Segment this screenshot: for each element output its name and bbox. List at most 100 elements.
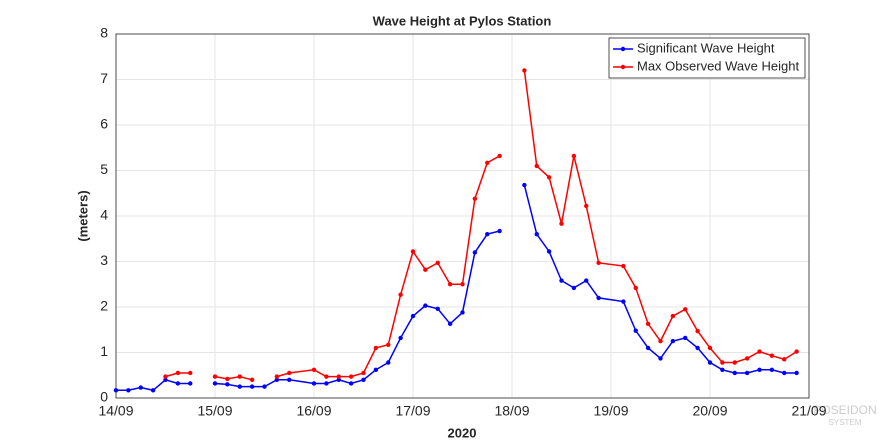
series-line [165,70,798,381]
data-point [621,263,626,269]
data-point [621,299,626,304]
data-point [472,196,478,201]
data-point [249,377,255,382]
data-point [744,370,750,376]
data-point [188,370,193,376]
data-point [683,307,688,312]
data-point [645,345,651,351]
data-point [794,349,799,354]
data-point [757,367,762,372]
data-point [126,388,131,393]
data-point [163,377,168,382]
data-point [163,374,168,379]
data-point [287,377,292,382]
data-point [782,370,787,376]
data-point [150,388,156,393]
data-point [584,203,589,209]
data-point [237,384,242,389]
data-point [584,278,589,283]
data-point [311,381,317,386]
data-point [447,321,453,327]
y-tick-label: 7 [100,70,108,86]
data-point [188,381,193,386]
x-tick-label: 20/09 [692,403,727,419]
data-point [274,377,280,382]
data-point [782,357,787,362]
data-point [398,335,403,341]
data-point [361,370,366,376]
data-point [460,310,465,315]
data-point [497,153,502,159]
x-tick-label: 17/09 [395,403,430,419]
data-point [113,388,119,393]
data-point [175,370,181,376]
plot-frame [115,33,810,399]
legend-label: Significant Wave Height [637,40,775,55]
data-point [311,367,317,372]
data-point [559,221,564,226]
data-point [410,249,416,254]
data-point [769,353,775,358]
data-point [546,249,552,254]
data-point [398,292,403,297]
data-point [732,360,737,365]
data-point [522,68,527,73]
chart-title: Wave Height at Pylos Station [373,13,552,28]
x-tick-label: 19/09 [593,403,628,419]
data-point [249,384,255,389]
data-point [336,374,341,379]
data-point [348,374,354,379]
data-point [274,374,280,379]
data-point [324,381,329,386]
data-point [237,374,242,379]
legend-box [608,37,806,79]
data-point [571,153,577,159]
watermark: SYSTEM [829,418,862,427]
y-tick-label: 3 [100,252,108,268]
legend-marker [620,64,626,70]
data-point [546,175,552,180]
data-point [225,382,230,387]
data-point [138,385,143,390]
data-point [497,228,502,234]
data-point [485,160,490,165]
y-axis-label: (meters) [75,190,90,241]
x-axis-label: 2020 [448,425,477,440]
y-tick-label: 1 [100,343,108,359]
y-tick-label: 8 [100,25,108,41]
data-point [559,278,564,283]
data-point [658,356,663,361]
x-tick-label: 15/09 [197,403,232,419]
y-tick-label: 2 [100,298,108,314]
data-point [225,376,230,382]
data-point [212,374,218,379]
x-tick-label: 16/09 [296,403,331,419]
data-point [175,381,181,386]
data-point [596,295,601,301]
data-point [695,345,700,351]
data-point [423,267,428,272]
data-point [386,360,391,365]
data-point [262,384,267,389]
data-point [472,250,478,255]
data-point [707,345,713,351]
data-point [633,328,638,333]
data-point [683,335,688,341]
data-point [410,313,416,319]
y-tick-label: 6 [100,116,108,132]
data-point [732,370,737,376]
y-tick-label: 4 [100,207,108,223]
data-point [287,370,292,376]
data-point [435,306,440,312]
data-point [707,360,713,365]
data-point [571,285,577,291]
data-point [212,381,218,386]
data-point [348,381,354,386]
y-tick-label: 5 [100,161,108,177]
data-point [336,377,341,382]
data-point [386,342,391,347]
data-point [373,367,379,372]
data-point [460,282,465,287]
data-point [324,374,329,379]
